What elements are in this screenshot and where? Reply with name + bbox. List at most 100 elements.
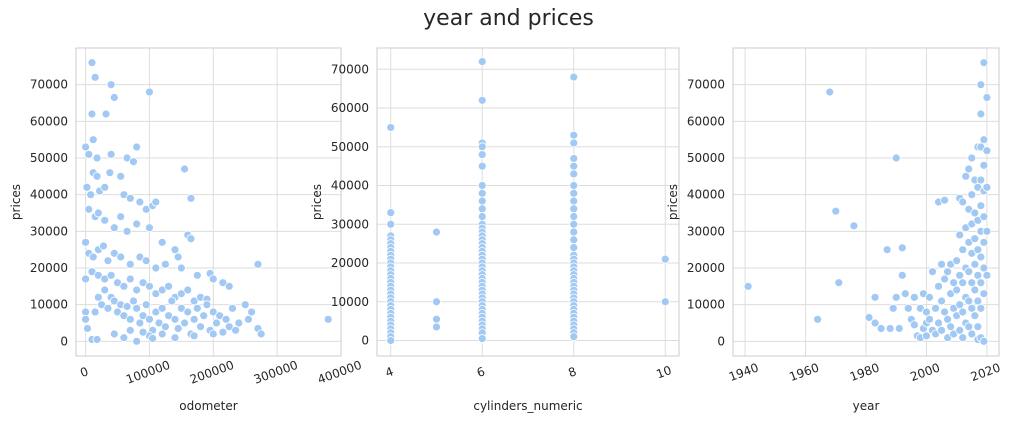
data-point — [186, 234, 196, 244]
data-point — [84, 204, 94, 214]
data-point — [976, 252, 986, 262]
data-point — [125, 314, 135, 324]
data-point — [940, 195, 949, 205]
data-point — [569, 204, 579, 214]
data-point — [897, 270, 907, 280]
data-point — [925, 292, 934, 302]
data-point — [964, 296, 974, 306]
data-point — [81, 237, 90, 247]
x-tick-label: 4 — [383, 364, 395, 380]
data-point — [976, 278, 986, 288]
data-point — [967, 329, 977, 339]
data-point — [955, 230, 965, 240]
data-point — [125, 274, 135, 284]
x-tick-label: 8 — [566, 364, 578, 380]
data-point — [900, 289, 910, 299]
data-point — [897, 243, 907, 253]
data-point — [477, 196, 487, 206]
data-point — [952, 256, 962, 266]
data-point — [101, 109, 111, 119]
data-point — [569, 72, 579, 82]
data-point — [81, 314, 90, 324]
data-point — [477, 95, 487, 105]
data-point — [937, 259, 946, 269]
data-point — [87, 109, 97, 119]
data-point — [145, 223, 154, 233]
y-tick-label: 60000 — [687, 114, 725, 128]
data-point — [967, 153, 977, 163]
data-point — [973, 322, 983, 332]
data-point — [569, 219, 579, 229]
data-point — [940, 307, 949, 317]
data-point — [180, 318, 189, 328]
data-point — [967, 190, 977, 200]
data-point — [116, 171, 126, 181]
y-tick-label: 40000 — [687, 188, 725, 202]
data-point — [982, 146, 992, 156]
data-point — [244, 314, 253, 324]
data-point — [83, 324, 92, 333]
data-point — [931, 303, 940, 313]
data-point — [743, 281, 753, 291]
data-point — [386, 219, 396, 229]
data-point — [151, 197, 161, 207]
data-point — [189, 331, 199, 341]
y-tick-label: 50000 — [331, 140, 369, 154]
data-point — [92, 335, 102, 344]
data-point — [432, 297, 441, 307]
y-tick-label: 40000 — [30, 188, 68, 202]
data-point — [569, 130, 579, 140]
data-point — [164, 281, 173, 291]
data-point — [949, 278, 959, 288]
data-point — [958, 307, 968, 317]
data-point — [234, 318, 244, 328]
data-point — [208, 329, 218, 339]
data-point — [145, 281, 154, 291]
data-point — [132, 336, 142, 346]
subplot-3: 0 10000 20000 30000 40000 50000 60000 70000 1940… — [666, 47, 1002, 413]
data-point — [882, 245, 892, 255]
data-point — [138, 327, 148, 337]
y-tick-label: 10000 — [687, 298, 725, 312]
data-point — [125, 193, 135, 203]
data-point — [477, 57, 487, 66]
data-point — [87, 58, 97, 68]
data-point — [943, 267, 953, 277]
data-point — [979, 289, 989, 299]
y-tick-label: 70000 — [30, 78, 68, 92]
data-point — [129, 296, 138, 306]
x-tick-label: 200000 — [188, 358, 236, 387]
data-point — [970, 311, 980, 321]
y-tick-label: 50000 — [687, 151, 725, 165]
data-point — [955, 325, 965, 335]
data-point — [167, 296, 177, 306]
data-point — [119, 281, 129, 291]
data-point — [937, 296, 946, 306]
data-point — [132, 219, 142, 229]
data-point — [240, 300, 250, 310]
data-point — [477, 161, 487, 171]
data-point — [569, 332, 579, 342]
data-point — [132, 303, 142, 313]
data-point — [151, 263, 161, 273]
data-point — [173, 252, 183, 262]
plot-area — [377, 48, 679, 356]
data-point — [955, 300, 965, 310]
data-point — [105, 168, 115, 178]
data-point — [432, 322, 441, 332]
data-point — [157, 329, 167, 339]
data-point — [253, 259, 263, 269]
data-point — [964, 267, 974, 277]
data-point — [909, 292, 919, 302]
data-point — [831, 206, 841, 216]
data-point — [386, 336, 396, 345]
data-point — [199, 311, 209, 321]
data-point — [970, 208, 980, 218]
data-point — [125, 325, 135, 335]
y-axis-label: prices — [310, 184, 324, 220]
data-point — [937, 325, 946, 335]
data-point — [386, 123, 396, 132]
data-point — [952, 285, 962, 295]
data-point — [813, 314, 823, 324]
